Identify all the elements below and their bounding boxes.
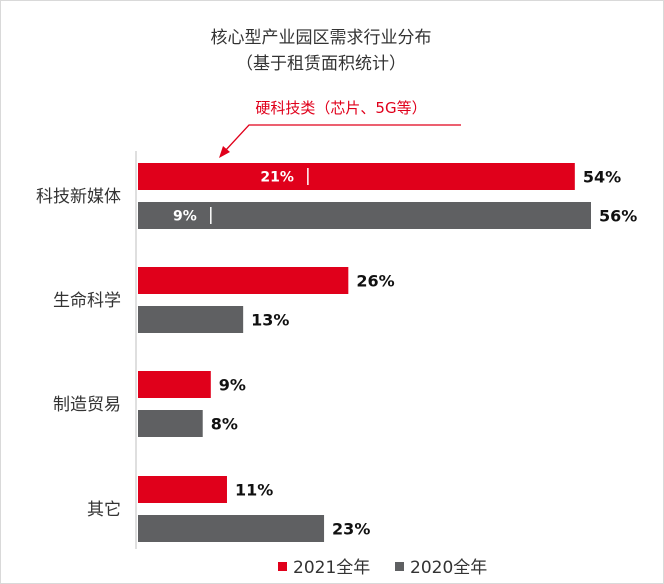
- legend-label-2020: 2020全年: [410, 558, 487, 578]
- bar: [138, 202, 591, 229]
- category-label: 科技新媒体: [36, 187, 121, 207]
- annotation-arrowhead: [219, 146, 230, 158]
- bar: [138, 163, 575, 190]
- legend-label-2021: 2021全年: [293, 558, 370, 578]
- sub-segment-label: 21%: [260, 170, 294, 186]
- bar: [138, 371, 211, 398]
- data-label: 56%: [599, 207, 637, 226]
- bars-group: 科技新媒体 54% 21% 56% 9% 生命科学 26% 13% 制造贸易 9% 8% 其它 11% 2…: [36, 163, 637, 542]
- chart-subtitle: （基于租赁面积统计）: [236, 54, 406, 74]
- data-label: 11%: [235, 481, 273, 500]
- bar: [138, 410, 203, 437]
- category-label: 制造贸易: [53, 395, 121, 415]
- data-label: 23%: [332, 520, 370, 539]
- bar: [138, 476, 227, 503]
- legend: 2021全年 2020全年: [278, 558, 487, 578]
- category-label: 其它: [87, 500, 121, 520]
- data-label: 26%: [356, 272, 394, 291]
- data-label: 54%: [583, 168, 621, 187]
- bar: [138, 515, 325, 542]
- bar: [138, 306, 244, 333]
- chart-title: 核心型产业园区需求行业分布: [211, 28, 432, 48]
- bar: [138, 267, 349, 294]
- data-label: 13%: [251, 311, 289, 330]
- legend-swatch-2021: [278, 562, 287, 571]
- category-label: 生命科学: [53, 291, 121, 311]
- legend-swatch-2020: [395, 562, 404, 571]
- sub-segment-label: 9%: [173, 209, 197, 225]
- data-label: 9%: [219, 376, 246, 395]
- annotation-text: 硬科技类（芯片、5G等）: [255, 99, 426, 117]
- annotation-line: [224, 124, 461, 152]
- data-label: 8%: [211, 415, 238, 434]
